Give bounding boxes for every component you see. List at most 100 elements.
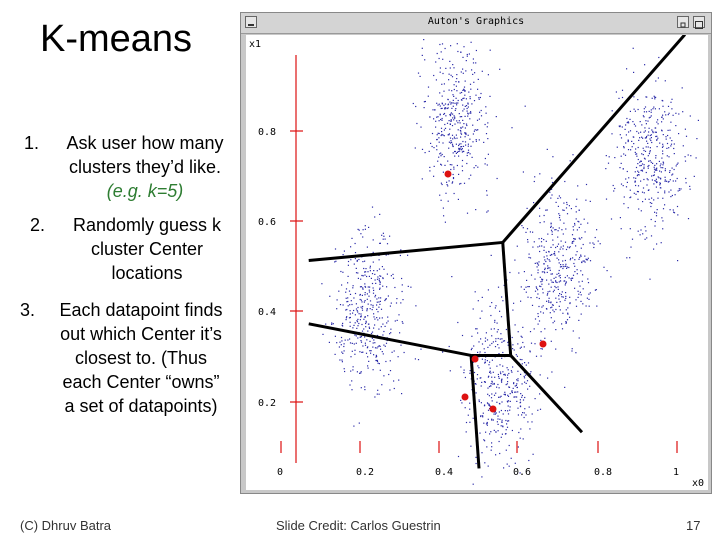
datapoint — [479, 377, 481, 379]
datapoint — [647, 189, 649, 191]
datapoint — [389, 235, 391, 237]
datapoint — [457, 99, 459, 102]
window-menu-button[interactable] — [245, 16, 257, 28]
datapoint — [541, 280, 543, 282]
datapoint — [430, 142, 432, 144]
datapoint — [464, 127, 466, 129]
datapoint — [497, 286, 500, 288]
datapoint — [634, 125, 637, 127]
datapoint — [477, 129, 479, 131]
datapoint — [493, 429, 495, 431]
datapoint — [469, 138, 471, 140]
datapoint — [664, 204, 666, 206]
datapoint — [390, 332, 392, 334]
datapoint — [677, 190, 679, 192]
datapoint — [463, 46, 465, 48]
datapoint — [539, 393, 541, 395]
datapoint — [373, 327, 375, 329]
datapoint — [554, 285, 556, 288]
datapoint — [581, 237, 583, 239]
datapoint — [551, 273, 553, 275]
datapoint — [463, 369, 465, 371]
datapoint — [462, 126, 464, 128]
datapoint — [559, 309, 561, 311]
datapoint — [368, 275, 370, 277]
datapoint — [608, 156, 610, 158]
datapoint — [625, 178, 627, 180]
datapoint — [453, 136, 455, 138]
datapoint — [358, 313, 360, 315]
datapoint — [361, 301, 363, 303]
datapoint — [690, 155, 692, 157]
datapoint — [386, 273, 388, 275]
datapoint — [637, 158, 639, 161]
datapoint — [340, 336, 343, 339]
datapoint — [558, 269, 560, 272]
datapoint — [649, 202, 651, 204]
datapoint — [547, 265, 549, 267]
datapoint — [656, 181, 658, 183]
datapoint — [661, 146, 664, 148]
datapoint — [633, 143, 635, 145]
datapoint — [650, 139, 652, 142]
datapoint — [468, 151, 470, 154]
datapoint — [669, 171, 671, 173]
voronoi-boundaries-layer — [308, 33, 687, 469]
datapoint — [634, 110, 636, 112]
maximize-button[interactable] — [693, 16, 705, 29]
datapoint — [351, 389, 353, 391]
datapoint — [491, 359, 493, 361]
datapoint — [372, 287, 374, 289]
datapoint — [447, 103, 450, 105]
datapoint — [575, 245, 577, 247]
datapoint — [454, 150, 456, 153]
datapoint — [558, 213, 560, 215]
datapoint — [550, 223, 552, 225]
window-titlebar[interactable]: Auton's Graphics — [241, 13, 711, 34]
datapoint — [505, 384, 507, 386]
datapoint — [435, 79, 437, 81]
datapoint — [519, 358, 521, 361]
y-tick-label: 0.2 — [258, 398, 276, 409]
datapoint — [354, 334, 356, 336]
datapoint — [643, 178, 645, 181]
datapoint — [565, 248, 568, 251]
datapoint — [654, 225, 656, 227]
datapoint — [472, 73, 474, 75]
datapoint — [659, 182, 661, 184]
datapoint — [641, 136, 643, 138]
datapoint — [495, 305, 497, 307]
datapoint — [647, 142, 649, 144]
datapoint — [646, 237, 648, 239]
datapoint — [668, 147, 670, 149]
datapoint — [639, 234, 641, 236]
datapoint — [356, 320, 358, 322]
datapoint — [462, 145, 465, 147]
datapoint — [370, 350, 372, 352]
datapoint — [581, 280, 583, 282]
datapoint — [499, 396, 501, 398]
datapoint — [359, 351, 361, 353]
datapoint — [362, 236, 364, 238]
minimize-button[interactable] — [677, 16, 689, 28]
cluster-center — [539, 340, 547, 348]
datapoint — [540, 281, 542, 283]
datapoint — [369, 308, 371, 310]
x-tick-label: 0.8 — [594, 467, 612, 478]
datapoint — [586, 259, 588, 261]
datapoint — [638, 171, 640, 173]
datapoint — [463, 86, 466, 88]
datapoint — [657, 191, 659, 193]
datapoint — [483, 348, 485, 350]
datapoint — [644, 226, 646, 228]
datapoint — [479, 351, 481, 353]
datapoint — [376, 334, 379, 337]
datapoint — [393, 350, 395, 352]
datapoint — [557, 230, 559, 232]
datapoint — [460, 182, 462, 185]
datapoint — [382, 323, 384, 325]
datapoint — [546, 271, 548, 273]
datapoint — [477, 166, 479, 168]
datapoint — [547, 293, 549, 295]
datapoint — [568, 205, 570, 207]
